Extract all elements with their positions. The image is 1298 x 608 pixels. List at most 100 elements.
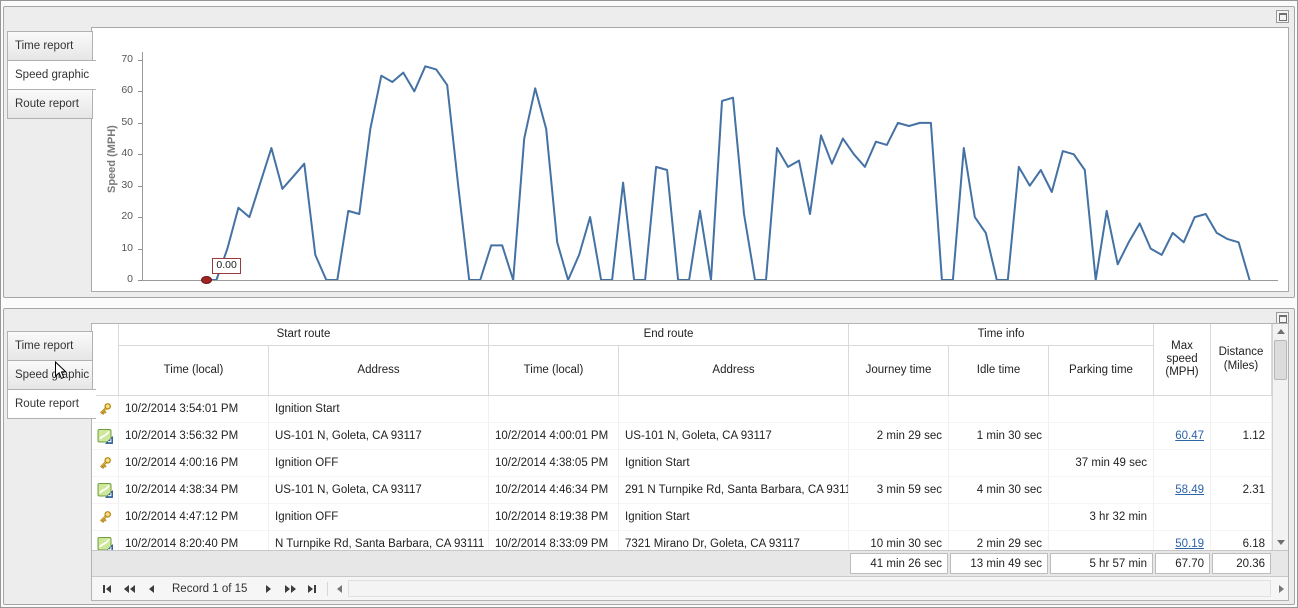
max-speed-link[interactable] (1154, 396, 1211, 423)
column-header-parking-time[interactable]: Parking time (1049, 346, 1154, 396)
max-speed-link[interactable]: 60.47 (1154, 423, 1211, 450)
y-tick-mark (138, 217, 142, 219)
row-icon-cell (92, 477, 119, 504)
group-header-start-route[interactable]: Start route (119, 324, 489, 346)
record-navigator: Record 1 of 15 (92, 576, 1288, 600)
summary-row: 41 min 26 sec 13 min 49 sec 5 hr 57 min … (92, 550, 1288, 576)
y-tick-mark (138, 248, 142, 250)
tab-speed-graphic[interactable]: Speed graphic (7, 360, 93, 390)
chart-plot-area: 0.00 (142, 52, 1278, 284)
column-header-journey-time[interactable]: Journey time (849, 346, 949, 396)
max-speed-link[interactable]: 50.19 (1154, 531, 1211, 550)
group-header-time-info[interactable]: Time info (849, 324, 1154, 346)
y-tick-label: 0 (127, 273, 133, 285)
cell-distance: 1.12 (1211, 423, 1272, 450)
cell-end-address: 7321 Mirano Dr, Goleta, CA 93117 (619, 531, 849, 550)
table-row[interactable]: 10/2/2014 4:00:16 PM Ignition OFF 10/2/2… (92, 450, 1272, 477)
nav-prev-page-button[interactable] (118, 580, 140, 598)
cell-parking-time (1049, 477, 1154, 504)
vertical-scrollbar[interactable] (1272, 324, 1288, 550)
cell-parking-time (1049, 531, 1154, 550)
column-header-start-time[interactable]: Time (local) (119, 346, 269, 396)
cell-end-address: 291 N Turnpike Rd, Santa Barbara, CA 931… (619, 477, 849, 504)
cell-end-time (489, 396, 619, 423)
cell-parking-time: 37 min 49 sec (1049, 450, 1154, 477)
table-row[interactable]: 10/2/2014 3:54:01 PM Ignition Start (92, 396, 1272, 423)
cell-end-time: 10/2/2014 4:00:01 PM (489, 423, 619, 450)
navigator-separator (327, 581, 329, 596)
tab-speed-graphic[interactable]: Speed graphic (7, 60, 96, 90)
route-icon (97, 536, 113, 550)
y-tick-mark (138, 91, 142, 93)
key-icon (97, 509, 113, 525)
tab-time-report[interactable]: Time report (7, 31, 93, 61)
y-tick-mark (138, 185, 142, 187)
y-tick-label: 40 (121, 147, 133, 160)
cell-journey-time (849, 504, 949, 531)
column-header-max-speed[interactable]: Max speed (MPH) (1154, 324, 1211, 396)
tab-route-report[interactable]: Route report (7, 89, 93, 119)
table-row[interactable]: 10/2/2014 4:47:12 PM Ignition OFF 10/2/2… (92, 504, 1272, 531)
chart-start-marker (201, 276, 213, 284)
cell-parking-time (1049, 423, 1154, 450)
nav-last-button[interactable] (301, 580, 323, 598)
key-icon (97, 401, 113, 417)
cell-start-time: 10/2/2014 4:47:12 PM (119, 504, 269, 531)
route-icon (97, 428, 113, 444)
scroll-up-button[interactable] (1273, 324, 1288, 339)
speed-chart: Speed (MPH) 0.00 0 10 20 30 40 50 60 70 (91, 27, 1289, 292)
cell-start-time: 10/2/2014 8:20:40 PM (119, 531, 269, 550)
icon-column-header (92, 324, 119, 396)
horizontal-scrollbar[interactable] (348, 580, 1271, 597)
cell-parking-time (1049, 396, 1154, 423)
grid-header: Start route End route Time info Max spee… (92, 324, 1272, 396)
row-icon-cell (92, 450, 119, 477)
cell-end-time: 10/2/2014 8:19:38 PM (489, 504, 619, 531)
nav-first-button[interactable] (96, 580, 118, 598)
table-row[interactable]: 10/2/2014 4:38:34 PM US-101 N, Goleta, C… (92, 477, 1272, 504)
column-header-idle-time[interactable]: Idle time (949, 346, 1049, 396)
y-tick-label: 30 (121, 178, 133, 191)
hscroll-left-button[interactable] (332, 581, 346, 596)
cell-end-address: Ignition Start (619, 504, 849, 531)
max-speed-link[interactable] (1154, 504, 1211, 531)
key-icon (97, 455, 113, 471)
max-speed-link[interactable] (1154, 450, 1211, 477)
tab-time-report[interactable]: Time report (7, 331, 93, 361)
max-speed-link[interactable]: 58.49 (1154, 477, 1211, 504)
scroll-thumb[interactable] (1274, 340, 1287, 380)
nav-prev-button[interactable] (140, 580, 162, 598)
y-tick-mark (138, 280, 142, 281)
row-icon-cell (92, 504, 119, 531)
cell-end-time: 10/2/2014 4:38:05 PM (489, 450, 619, 477)
y-tick-mark (138, 60, 142, 61)
route-icon (97, 482, 113, 498)
column-header-end-time[interactable]: Time (local) (489, 346, 619, 396)
cell-distance: 2.31 (1211, 477, 1272, 504)
cell-distance: 6.18 (1211, 531, 1272, 550)
cell-idle-time: 4 min 30 sec (949, 477, 1049, 504)
collapse-panel-button[interactable] (1276, 10, 1289, 23)
column-header-end-address[interactable]: Address (619, 346, 849, 396)
cell-start-address: Ignition Start (269, 396, 489, 423)
cell-idle-time: 2 min 29 sec (949, 531, 1049, 550)
nav-next-button[interactable] (257, 580, 279, 598)
cell-start-time: 10/2/2014 3:54:01 PM (119, 396, 269, 423)
cell-journey-time: 10 min 30 sec (849, 531, 949, 550)
record-counter: Record 1 of 15 (172, 582, 248, 595)
cell-start-time: 10/2/2014 4:00:16 PM (119, 450, 269, 477)
table-row[interactable]: 10/2/2014 3:56:32 PM US-101 N, Goleta, C… (92, 423, 1272, 450)
row-icon-cell (92, 423, 119, 450)
y-tick-label: 10 (121, 241, 133, 254)
y-tick-label: 20 (121, 210, 133, 223)
hscroll-right-button[interactable] (1274, 581, 1288, 596)
scroll-down-button[interactable] (1273, 535, 1288, 550)
column-header-distance[interactable]: Distance (Miles) (1211, 324, 1272, 396)
summary-idle-time: 13 min 49 sec (950, 553, 1048, 574)
tab-route-report[interactable]: Route report (7, 389, 96, 419)
nav-next-page-button[interactable] (279, 580, 301, 598)
table-row[interactable]: 10/2/2014 8:20:40 PM N Turnpike Rd, Sant… (92, 531, 1272, 550)
column-header-start-address[interactable]: Address (269, 346, 489, 396)
group-header-end-route[interactable]: End route (489, 324, 849, 346)
